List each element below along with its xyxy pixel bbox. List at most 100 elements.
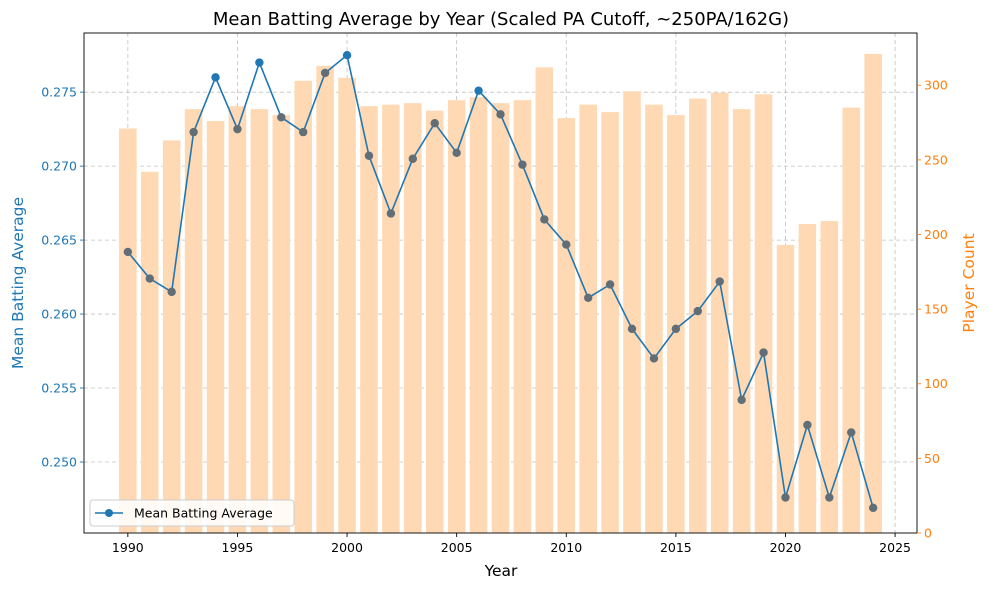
legend-marker-swatch [105, 509, 113, 517]
y-left-tick-label-0.26: 0.260 [41, 307, 77, 322]
bar-2001 [360, 106, 378, 533]
bar-2009 [535, 67, 554, 533]
bar-1997 [272, 115, 291, 534]
bar-1999 [316, 65, 334, 534]
x-tick-label-2020: 2020 [770, 540, 802, 555]
point-2005 [452, 148, 461, 158]
bar-1998 [294, 80, 312, 533]
point-2009 [540, 215, 549, 224]
bar-2014 [645, 104, 663, 534]
bar-2003 [404, 103, 422, 533]
point-2010 [562, 240, 571, 249]
x-tick-label-2000: 2000 [331, 540, 363, 555]
y-right-tick-label-200: 200 [924, 227, 948, 242]
bar-2004 [425, 110, 444, 533]
point-2024 [868, 503, 878, 513]
line-series-mean-batting-average [123, 50, 878, 513]
point-2022 [825, 493, 834, 502]
bar-2016 [689, 98, 707, 534]
bar-2013 [623, 91, 641, 533]
y-right-tick-label-100: 100 [924, 376, 948, 391]
y-left-tick-label-0.27: 0.270 [41, 159, 77, 174]
y-right-tick-label-150: 150 [924, 302, 948, 317]
legend-entry-mean-batting-average: Mean Batting Average [134, 506, 273, 521]
bar-2021 [798, 224, 817, 533]
point-1997 [277, 113, 286, 122]
point-1992 [167, 287, 176, 297]
point-1993 [189, 127, 198, 137]
point-2023 [847, 428, 856, 437]
bar-1993 [184, 109, 203, 534]
bar-2000 [338, 77, 356, 533]
point-2011 [583, 293, 593, 302]
y-right-tick-label-0: 0 [924, 526, 932, 541]
point-2018 [737, 395, 746, 405]
bar-2005 [447, 100, 466, 533]
bar-2011 [579, 104, 597, 534]
bar-1991 [140, 171, 159, 533]
x-tick-label-1995: 1995 [222, 540, 254, 555]
bar-1996 [250, 109, 269, 534]
bar-1995 [228, 106, 247, 533]
plot-frame [83, 32, 918, 534]
bar-2017 [710, 92, 729, 534]
axes: 1990 1995 2000 2005 2010 2015 2020 20250.2500.2… [41, 32, 948, 555]
point-2002 [386, 209, 396, 218]
bar-2010 [557, 118, 576, 534]
bar-2019 [754, 94, 773, 533]
bar-2007 [491, 103, 510, 533]
bar-2023 [842, 107, 861, 534]
y-axis-left-title: Mean Batting Average [9, 197, 27, 369]
bar-1992 [162, 140, 181, 533]
y-right-tick-label-300: 300 [924, 78, 948, 93]
x-tick-label-2015: 2015 [660, 540, 692, 555]
y-left-tick-label-0.255: 0.255 [41, 381, 77, 396]
bar-1990 [119, 128, 137, 533]
point-2016 [693, 306, 702, 316]
bar-1994 [206, 121, 225, 534]
y-right-tick-label-50: 50 [924, 451, 940, 466]
point-1994 [211, 73, 220, 82]
bar-2022 [820, 221, 839, 534]
x-tick-label-2005: 2005 [441, 540, 473, 555]
point-2015 [671, 324, 681, 334]
point-2007 [496, 110, 505, 119]
point-1996 [255, 58, 264, 67]
point-2014 [649, 354, 659, 363]
bar-2018 [732, 109, 751, 534]
bar-2020 [776, 244, 795, 533]
y-right-tick-label-250: 250 [924, 152, 948, 167]
point-2020 [781, 493, 790, 502]
x-tick-label-2025: 2025 [879, 540, 911, 555]
y-left-tick-label-0.25: 0.250 [41, 454, 77, 469]
point-1990 [123, 247, 133, 257]
y-left-tick-label-0.275: 0.275 [41, 85, 77, 100]
legend: Mean Batting Average [89, 499, 295, 527]
bars-player-count [119, 53, 882, 534]
point-2021 [803, 420, 812, 430]
point-2001 [364, 151, 374, 160]
bar-2015 [667, 115, 685, 534]
point-2003 [408, 154, 418, 163]
x-tick-label-2010: 2010 [550, 540, 582, 555]
point-2008 [518, 160, 527, 169]
y-axis-right-title: Player Count [960, 233, 978, 332]
legend-box [89, 499, 295, 527]
point-2004 [430, 119, 439, 128]
point-2013 [627, 324, 637, 334]
bar-2024 [864, 53, 882, 534]
point-2006 [474, 86, 483, 95]
bar-2012 [601, 112, 619, 533]
point-1998 [299, 127, 308, 137]
point-1995 [233, 124, 242, 134]
bar-2008 [513, 100, 532, 533]
bar-2006 [469, 97, 488, 533]
point-2019 [759, 348, 768, 357]
y-left-tick-label-0.265: 0.265 [41, 233, 77, 248]
point-1999 [320, 68, 330, 78]
point-2000 [342, 50, 352, 60]
point-2012 [605, 280, 615, 289]
point-1991 [145, 274, 154, 283]
chart-title: Mean Batting Average by Year (Scaled PA … [213, 9, 789, 30]
